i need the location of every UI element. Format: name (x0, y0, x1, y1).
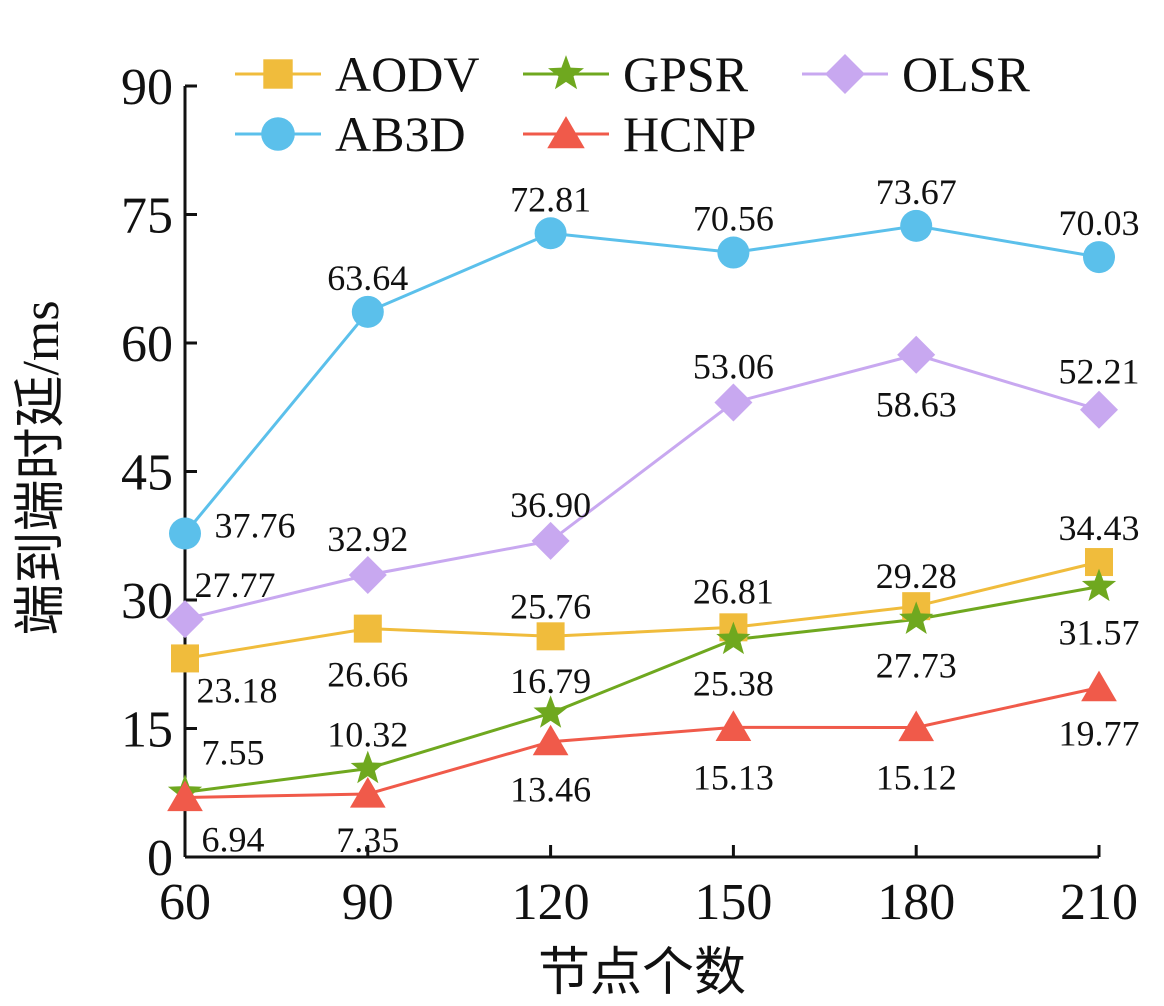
data-point-hcnp (349, 777, 386, 808)
y-tick-label: 75 (121, 188, 173, 245)
data-label-olsr: 32.92 (327, 519, 408, 559)
data-label-olsr: 53.06 (693, 346, 774, 386)
series-line-ab3d (183, 224, 1100, 535)
y-axis-title: 端到端时延/ms (13, 300, 70, 635)
data-point-hcnp (1081, 670, 1117, 702)
y-tick-label: 30 (121, 573, 173, 630)
data-point-ab3d (1083, 241, 1115, 274)
data-label-aodv: 25.76 (510, 586, 591, 626)
data-label-ab3d: 70.03 (1059, 203, 1140, 243)
data-label-hcnp: 7.35 (336, 820, 399, 860)
data-label-aodv: 29.28 (876, 556, 957, 596)
data-point-ab3d (534, 217, 567, 250)
x-tick-label: 90 (342, 874, 394, 931)
data-point-aodv (171, 644, 199, 673)
legend-label-ab3d: AB3D (335, 106, 466, 162)
data-label-gpsr: 10.32 (327, 715, 408, 755)
data-point-ab3d (717, 236, 750, 269)
data-label-gpsr: 7.55 (202, 732, 265, 772)
data-label-ab3d: 73.67 (876, 172, 957, 212)
data-point-hcnp (715, 710, 752, 741)
x-tick-label: 180 (877, 874, 955, 931)
axes: 0 15 30 45 60 75 90 60 90 120 150 180 210 (121, 59, 1138, 931)
legend-marker-olsr (825, 54, 865, 94)
data-labels: 23.18 26.66 25.76 26.81 29.28 34.43 7.55 10.32 1… (195, 172, 1140, 860)
data-label-gpsr: 25.38 (693, 664, 774, 704)
data-point-olsr (897, 335, 936, 374)
data-label-aodv: 26.66 (327, 655, 408, 695)
data-point-gpsr (899, 601, 934, 634)
x-tick-label: 210 (1060, 874, 1138, 931)
legend: AODV GPSR OLSR AB3D HCNP (235, 46, 1030, 162)
series-lines (183, 224, 1100, 799)
data-point-gpsr (533, 695, 568, 728)
data-point-gpsr (716, 621, 751, 655)
series-line-gpsr (184, 585, 1100, 794)
series-line-olsr (184, 353, 1100, 621)
data-label-ab3d: 72.81 (510, 179, 591, 219)
data-label-olsr: 36.90 (510, 485, 591, 525)
data-label-ab3d: 63.64 (327, 258, 408, 298)
legend-label-hcnp: HCNP (623, 106, 756, 162)
y-tick-label: 90 (121, 59, 173, 116)
data-label-olsr: 52.21 (1059, 352, 1140, 392)
series-line-hcnp (184, 686, 1100, 799)
data-label-ab3d: 37.76 (215, 506, 296, 546)
data-point-gpsr (350, 750, 385, 784)
series-markers (166, 209, 1118, 812)
y-tick-label: 45 (121, 445, 173, 502)
data-label-hcnp: 13.46 (510, 770, 591, 810)
x-tick-label: 150 (694, 874, 772, 931)
data-point-olsr (348, 555, 387, 594)
data-point-gpsr (1081, 568, 1117, 602)
series-line-aodv (184, 560, 1100, 660)
data-label-olsr: 27.77 (195, 565, 276, 605)
data-point-aodv (536, 622, 565, 651)
data-point-olsr (714, 383, 753, 422)
x-tick-label: 60 (159, 874, 211, 931)
data-point-ab3d (900, 209, 933, 242)
legend-label-gpsr: GPSR (623, 46, 749, 102)
legend-marker-ab3d (261, 117, 295, 151)
data-point-olsr (1080, 390, 1118, 429)
data-label-gpsr: 16.79 (510, 661, 591, 701)
y-tick-label: 60 (121, 316, 173, 373)
x-axis-title: 节点个数 (538, 945, 746, 1001)
data-label-gpsr: 31.57 (1059, 613, 1140, 653)
data-label-hcnp: 19.77 (1059, 714, 1140, 754)
legend-marker-gpsr (548, 55, 584, 90)
data-point-olsr (166, 600, 204, 639)
y-tick-label: 15 (121, 702, 173, 759)
legend-marker-aodv (263, 59, 293, 89)
y-tick-label: 0 (147, 830, 173, 887)
data-point-aodv (353, 614, 382, 643)
data-label-hcnp: 15.12 (876, 757, 957, 797)
data-point-ab3d (351, 295, 384, 328)
data-label-aodv: 34.43 (1059, 508, 1140, 548)
data-label-hcnp: 15.13 (693, 757, 774, 797)
data-label-olsr: 58.63 (876, 385, 957, 425)
data-point-olsr (531, 521, 570, 560)
data-point-hcnp (898, 710, 935, 742)
x-tick-label: 120 (512, 874, 590, 931)
legend-label-olsr: OLSR (902, 46, 1030, 102)
legend-marker-hcnp (547, 116, 585, 149)
data-point-hcnp (532, 724, 569, 756)
data-label-ab3d: 70.56 (693, 199, 774, 239)
data-point-ab3d (169, 517, 201, 550)
data-label-aodv: 23.18 (197, 670, 278, 710)
data-label-hcnp: 6.94 (202, 820, 265, 860)
data-label-aodv: 26.81 (693, 571, 774, 611)
legend-label-aodv: AODV (335, 46, 479, 102)
data-label-gpsr: 27.73 (876, 645, 957, 685)
data-point-hcnp (167, 780, 203, 812)
